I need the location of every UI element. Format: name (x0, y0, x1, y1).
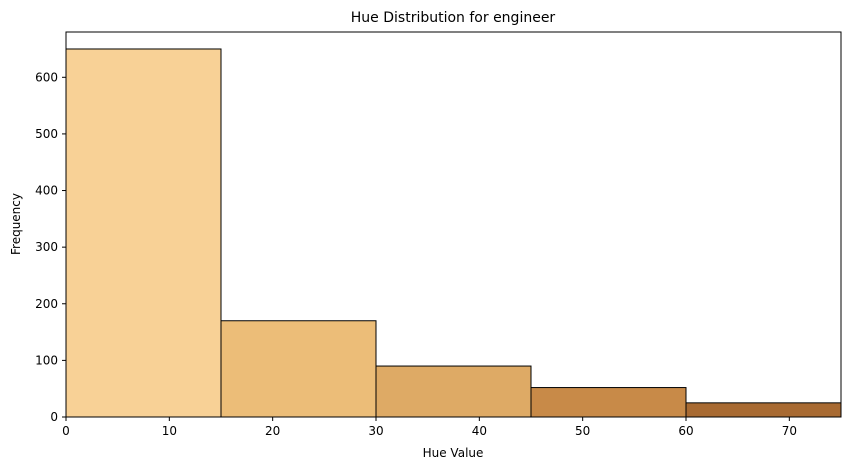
x-tick-label: 40 (472, 424, 487, 438)
histogram-bar-30-45 (375, 365, 532, 418)
y-tick-label: 300 (35, 240, 58, 254)
x-tick-label: 0 (62, 424, 70, 438)
plot-frame (65, 31, 842, 418)
y-tick-label: 100 (35, 353, 58, 367)
histogram-bar-0-15 (65, 48, 222, 418)
x-tick-label: 10 (162, 424, 177, 438)
y-tick-label: 500 (35, 127, 58, 141)
chart-title: Hue Distribution for engineer (351, 10, 556, 26)
y-axis-label: Frequency (9, 193, 23, 255)
x-tick-label: 30 (368, 424, 383, 438)
y-axis-ticks: 0 100 200 300 400 500 600 (35, 70, 66, 424)
y-tick-label: 0 (50, 410, 58, 424)
x-tick-label: 50 (575, 424, 590, 438)
y-tick-label: 400 (35, 184, 58, 198)
histogram-bar-60-75 (685, 402, 842, 418)
bars-layer (65, 48, 842, 418)
histogram-bar-15-30 (220, 320, 377, 418)
x-tick-label: 20 (265, 424, 280, 438)
x-axis-label: Hue Value (423, 446, 484, 460)
x-tick-label: 60 (678, 424, 693, 438)
y-tick-label: 600 (35, 70, 58, 84)
y-tick-label: 200 (35, 297, 58, 311)
histogram-bar-45-60 (530, 387, 687, 418)
x-tick-label: 70 (782, 424, 797, 438)
x-axis-ticks: 0 10 20 30 40 50 60 70 (62, 417, 797, 438)
